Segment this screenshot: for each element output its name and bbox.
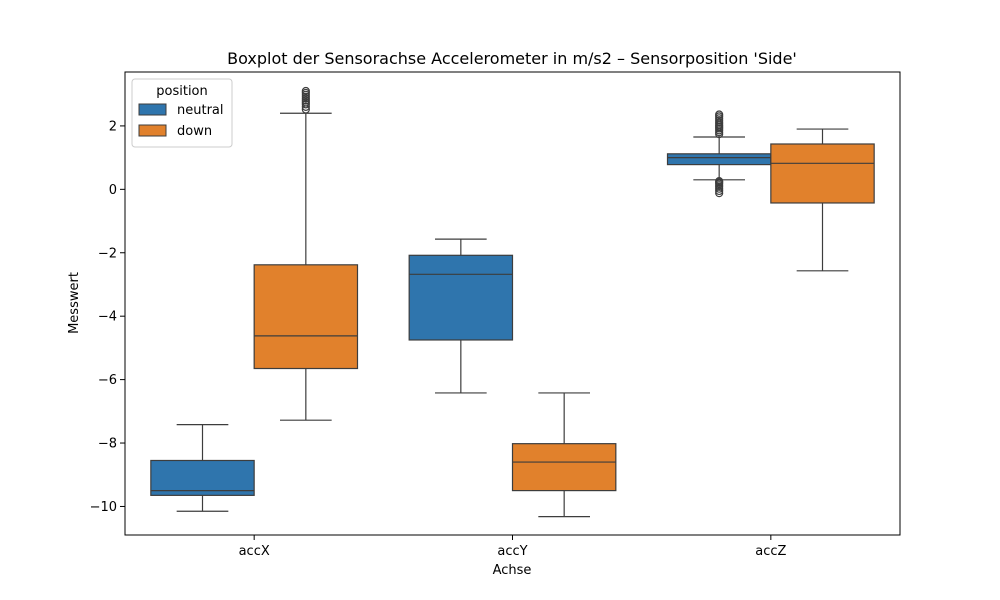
- box-down-accZ: [770, 128, 875, 272]
- y-tick-label: −6: [98, 373, 117, 388]
- x-tick-label: accX: [239, 544, 270, 559]
- iqr-box: [511, 443, 617, 492]
- box-neutral-accX: [150, 424, 255, 512]
- outlier-point: [715, 110, 724, 119]
- x-axis: accX accY accZ: [239, 535, 787, 559]
- x-axis-label: Achse: [493, 563, 532, 578]
- y-axis: −10 −8 −6 −4 −2 0 2: [90, 119, 125, 515]
- outlier-point: [301, 102, 310, 111]
- box-neutral-accY: [408, 238, 514, 394]
- x-tick-label: accZ: [755, 544, 786, 559]
- legend-label-neutral: neutral: [177, 103, 224, 118]
- legend: position neutral down: [131, 78, 233, 148]
- y-tick-label: −4: [98, 310, 117, 325]
- plot-area: [150, 86, 875, 518]
- y-tick-label: 2: [109, 119, 117, 134]
- iqr-box: [770, 143, 875, 204]
- legend-title: position: [156, 84, 208, 99]
- outlier-point: [715, 176, 724, 186]
- chart-title: Boxplot der Sensorachse Accelerometer in…: [227, 49, 797, 68]
- iqr-box: [408, 254, 514, 341]
- y-tick-label: −10: [90, 500, 117, 515]
- outlier-point: [715, 189, 724, 198]
- y-tick-label: 0: [109, 183, 117, 198]
- iqr-box: [150, 459, 255, 496]
- iqr-box: [666, 153, 772, 166]
- x-tick-label: accY: [497, 544, 527, 559]
- y-tick-label: −8: [98, 437, 117, 452]
- outlier-point: [301, 86, 310, 96]
- y-axis-label: Messwert: [67, 272, 82, 334]
- box-down-accY: [511, 392, 617, 518]
- iqr-box: [253, 264, 359, 370]
- y-tick-label: −2: [98, 246, 117, 261]
- legend-swatch-down: [138, 124, 167, 137]
- box-neutral-accZ: [666, 110, 772, 198]
- legend-label-down: down: [177, 124, 212, 139]
- legend-swatch-neutral: [138, 103, 167, 116]
- box-down-accX: [253, 86, 359, 421]
